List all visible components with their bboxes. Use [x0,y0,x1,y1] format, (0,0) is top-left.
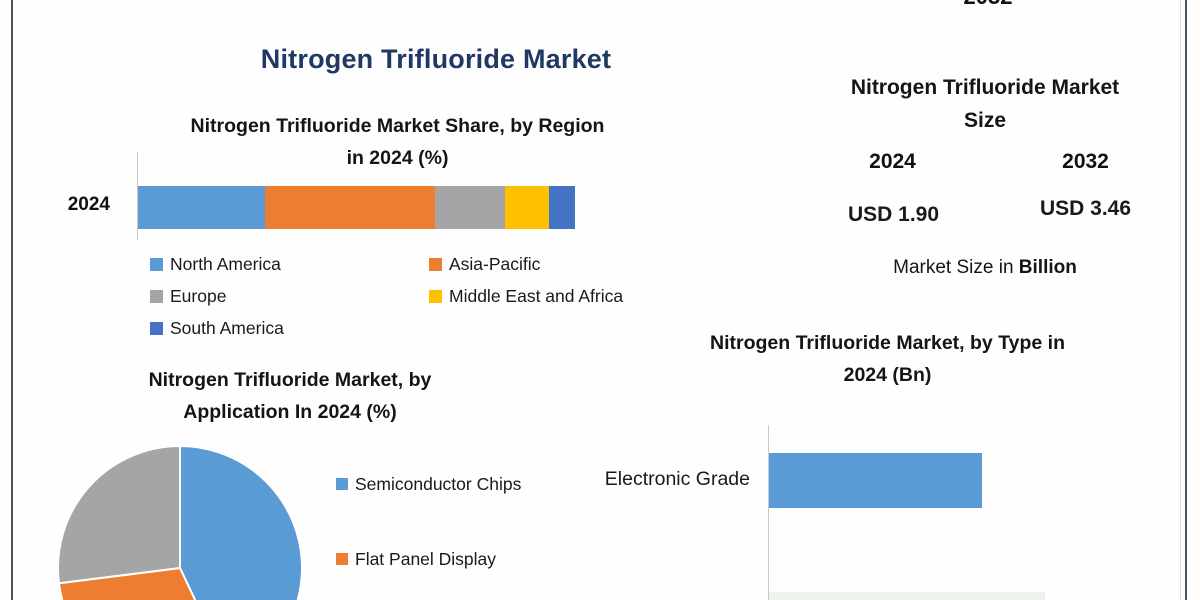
region-chart-title: Nitrogen Trifluoride Market Share, by Re… [140,110,655,174]
type-chart-axis-line [768,425,769,600]
market-size-title-line1: Nitrogen Trifluoride Market [850,76,1120,99]
type-chart-title: Nitrogen Trifluoride Market, by Type in … [640,327,1135,391]
legend-item-asia-pacific: Asia-Pacific [429,252,540,276]
legend-label-middle-east-africa: Middle East and Africa [449,285,624,306]
right-frame-border-inner [1180,0,1181,600]
type-chart-category-label: Electronic Grade [604,468,750,490]
left-frame-border [11,0,13,600]
market-size-footnote: Market Size in Billion [790,257,1180,279]
market-size-value-2024: USD 1.90 [847,203,940,226]
market-size-footnote-bold: Billion [1018,257,1077,278]
legend-swatch-semiconductor-chips [336,478,348,490]
legend-label-flat-panel-display: Flat Panel Display [355,548,497,569]
region-bar-segment [505,186,549,229]
region-chart-title-line2: in 2024 (%) [346,147,449,169]
region-chart-axis-line [137,152,138,240]
type-chart-bar-electronic-grade [769,453,982,508]
region-stacked-bar [138,186,575,229]
legend-swatch-north-america [150,257,163,271]
legend-label-asia-pacific: Asia-Pacific [449,253,541,274]
market-size-title-line2: Size [963,109,1007,132]
region-bar-segment [264,186,436,229]
type-chart-title-line1: Nitrogen Trifluoride Market, by Type in [709,332,1066,354]
application-pie-chart [57,445,303,600]
main-title: Nitrogen Trifluoride Market [260,44,612,74]
market-size-value-2032: USD 3.46 [1039,197,1132,220]
region-bar-segment [435,186,506,229]
legend-item-south-america: South America [150,316,284,340]
legend-swatch-middle-east-africa [429,289,442,303]
legend-label-north-america: North America [170,253,281,274]
market-size-footnote-regular: Market Size in [893,257,1019,278]
legend-item-semiconductor-chips: Semiconductor Chips [336,472,521,496]
pie-slice [57,566,197,600]
legend-item-flat-panel-display: Flat Panel Display [336,547,496,571]
legend-label-south-america: South America [170,317,284,338]
legend-swatch-south-america [150,321,163,335]
application-chart-title: Nitrogen Trifluoride Market, by Applicat… [60,364,520,428]
type-chart-bar-partial-bottom [769,592,1045,600]
legend-swatch-europe [150,289,163,303]
legend-label-semiconductor-chips: Semiconductor Chips [355,473,522,494]
legend-item-europe: Europe [150,284,226,308]
market-size-year-2024: 2024 [869,150,916,173]
legend-swatch-flat-panel-display [336,553,348,565]
market-size-year-2032: 2032 [1062,150,1109,173]
application-chart-title-line2: Application In 2024 (%) [183,401,397,423]
legend-item-north-america: North America [150,252,281,276]
application-chart-title-line1: Nitrogen Trifluoride Market, by [148,369,432,391]
region-chart-category-label: 2024 [67,194,110,215]
legend-label-europe: Europe [170,285,227,306]
clipped-top-text: 2032 [938,0,1038,9]
legend-swatch-asia-pacific [429,257,442,271]
right-frame-border [1185,0,1187,600]
region-bar-segment [548,186,575,229]
type-chart-title-line2: 2024 (Bn) [843,364,932,386]
region-bar-segment [138,186,265,229]
market-size-title: Nitrogen Trifluoride Market Size [790,71,1180,137]
region-chart-title-line1: Nitrogen Trifluoride Market Share, by Re… [190,115,605,137]
pie-slice [179,445,303,600]
pie-slice [57,445,181,585]
legend-item-middle-east-africa: Middle East and Africa [429,284,623,308]
